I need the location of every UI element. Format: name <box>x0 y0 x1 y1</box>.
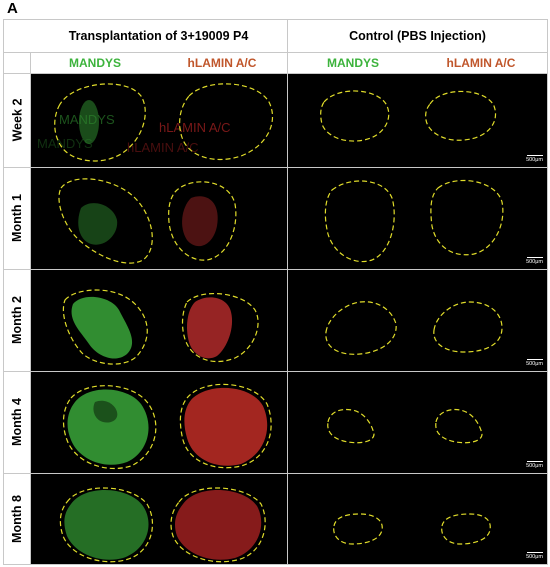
image-month-8-transplant <box>31 474 287 564</box>
header-control: Control (PBS Injection) <box>349 29 486 43</box>
image-month-8-control: 500μm <box>288 474 547 564</box>
overlay-lamin-text: hLAMIN A/C <box>159 120 231 135</box>
row-label-month-8: Month 8 <box>10 495 25 543</box>
image-month-4-control: 500μm <box>288 372 547 473</box>
scale-bar: 500μm <box>526 257 543 265</box>
header-transplantation: Transplantation of 3+19009 P4 <box>68 29 249 43</box>
panel-letter: A <box>7 0 18 17</box>
image-month-2-transplant <box>31 270 287 371</box>
row-label-week-2: Week 2 <box>10 98 25 142</box>
image-month-1-control: 500μm <box>288 168 547 269</box>
figure-grid: Transplantation of 3+19009 P4 Control (P… <box>3 19 548 565</box>
image-week-2-transplant: MANDYS MANDYS hLAMIN A/C hLAMIN A/C <box>31 74 287 167</box>
row-label-month-1: Month 1 <box>10 194 25 242</box>
scale-bar: 500μm <box>526 552 543 560</box>
overlay-mandys-text: MANDYS <box>59 112 115 127</box>
subheader-lamin-left: hLAMIN A/C <box>187 56 257 70</box>
image-month-2-control: 500μm <box>288 270 547 371</box>
overlay-lamin-text-faint: hLAMIN A/C <box>127 140 199 155</box>
row-label-month-2: Month 2 <box>10 296 25 344</box>
scale-bar: 500μm <box>526 461 543 469</box>
scale-bar: 500μm <box>526 155 543 163</box>
scale-bar: 500μm <box>526 359 543 367</box>
subheader-mandys-right: MANDYS <box>326 56 379 70</box>
image-month-1-transplant <box>31 168 287 269</box>
overlay-mandys-text-faint: MANDYS <box>37 136 93 151</box>
image-week-2-control: 500μm <box>288 74 547 167</box>
image-month-4-transplant <box>31 372 287 473</box>
row-label-month-4: Month 4 <box>10 398 25 446</box>
subheader-mandys-left: MANDYS <box>68 56 121 70</box>
subheader-lamin-right: hLAMIN A/C <box>446 56 516 70</box>
